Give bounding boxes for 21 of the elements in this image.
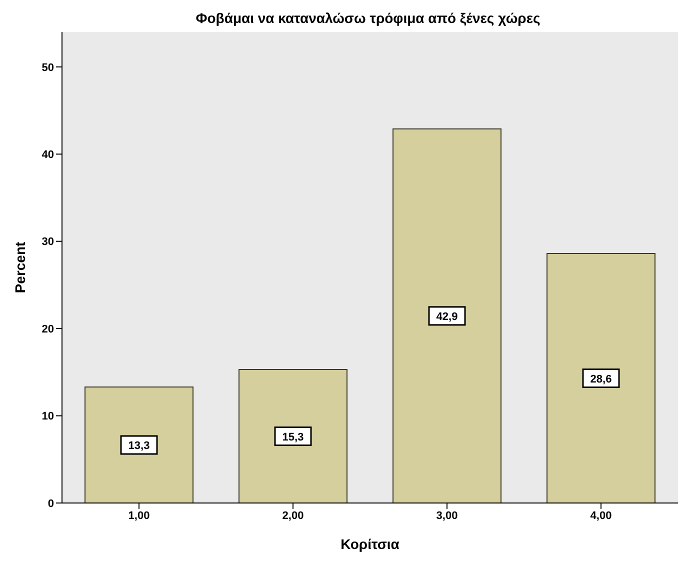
y-tick-label: 10 [42, 410, 54, 423]
y-tick-label: 0 [48, 498, 54, 510]
x-tick-label: 1,00 [128, 510, 150, 522]
data-label: 13,3 [128, 440, 150, 452]
bar [238, 369, 348, 503]
data-label: 42,9 [436, 310, 458, 323]
data-label: 15,3 [282, 431, 304, 444]
x-tick-label: 2,00 [282, 510, 304, 522]
bar [546, 253, 656, 503]
x-tick-label: 3,00 [436, 510, 458, 522]
x-axis-title: Κορίτσια [340, 536, 400, 552]
y-tick-label: 40 [42, 149, 54, 162]
chart-title: Φοβάμαι να καταναλώσω τρόφιμα από ξένες χώρες [194, 10, 542, 26]
bar [84, 386, 194, 503]
y-tick-label: 20 [42, 323, 54, 336]
y-tick-label: 30 [42, 236, 54, 248]
y-tick-label: 50 [42, 62, 54, 74]
x-tick-label: 4,00 [590, 510, 612, 522]
y-axis-title: Percent [12, 241, 28, 294]
bar [392, 128, 502, 503]
data-label: 28,6 [590, 373, 612, 386]
